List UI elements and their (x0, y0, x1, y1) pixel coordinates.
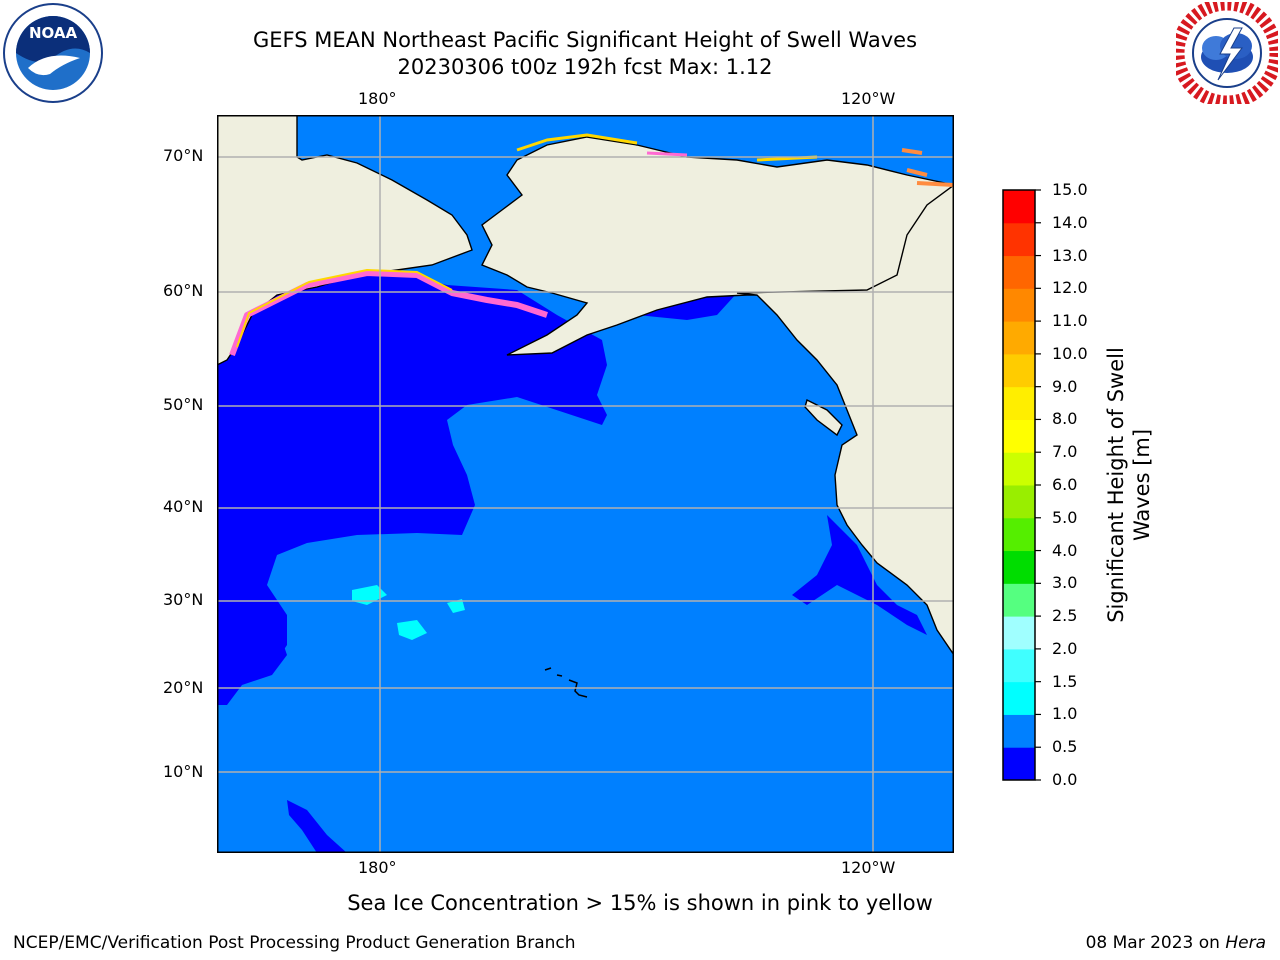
colorbar-tick-label: 0.5 (1052, 737, 1078, 757)
colorbar-tick-label: 7.0 (1052, 442, 1078, 462)
colorbar-segment (1003, 550, 1035, 584)
ocean-low-region (217, 270, 607, 695)
sea-ice-edge (229, 133, 954, 357)
land-vancouver-island (804, 398, 843, 437)
colorbar-segment (1003, 255, 1035, 289)
lat-label-40n: 40°N (163, 497, 204, 516)
colorbar-tick-label: 5.0 (1052, 507, 1078, 527)
lon-label-top-180: 180° (358, 89, 397, 108)
sea-ice-note-text: Sea Ice Concentration > 15% is shown in … (347, 891, 933, 915)
colorbar-tick-label: 10.0 (1052, 343, 1088, 363)
colorbar-tick-label: 14.0 (1052, 212, 1088, 232)
colorbar-segment (1003, 747, 1035, 781)
lat-label-10n: 10°N (163, 762, 204, 781)
ocean-low-south (287, 800, 347, 853)
colorbar-title-line1: Significant Height of Swell (1104, 347, 1128, 623)
colorbar (1002, 189, 1041, 781)
lat-label-60n: 60°N (163, 281, 204, 300)
ocean-cyan-3 (447, 599, 465, 613)
colorbar-tick-label: 0.0 (1052, 770, 1078, 789)
ocean-low-west (217, 585, 287, 705)
lon-label-top-120w: 120°W (841, 89, 896, 108)
colorbar-tick-label: 1.0 (1052, 704, 1078, 724)
nws-logo (1171, 0, 1280, 109)
chart-title: GEFS MEAN Northeast Pacific Significant … (252, 28, 918, 52)
lat-label-70n: 70°N (163, 146, 204, 165)
lat-label-30n: 30°N (163, 590, 204, 609)
colorbar-tick-label: 11.0 (1052, 311, 1088, 331)
chart-subtitle: 20230306 t00z 192h fcst Max: 1.12 (397, 55, 773, 79)
colorbar-tick-label: 12.0 (1052, 278, 1088, 298)
land-canada-coast (736, 184, 954, 657)
colorbar-segment (1003, 288, 1035, 322)
ocean-cyan-1 (352, 585, 387, 605)
sea-ice-note: Sea Ice Concentration > 15% is shown in … (0, 891, 1280, 915)
colorbar-tick-label: 6.0 (1052, 475, 1078, 494)
lon-label-bottom-180: 180° (358, 858, 397, 877)
graticule (217, 115, 954, 853)
footer-host: Hera (1225, 933, 1266, 953)
map-panel (217, 115, 954, 853)
ocean-low-coast (792, 515, 927, 635)
colorbar-title-line2: Waves [m] (1130, 428, 1154, 542)
footer-date-text: 08 Mar 2023 on (1085, 933, 1226, 953)
lat-label-20n: 20°N (163, 678, 204, 697)
colorbar-segment (1003, 222, 1035, 257)
colorbar-tick-label: 2.5 (1052, 606, 1078, 626)
colorbar-segment (1003, 353, 1035, 388)
colorbar-segment (1003, 648, 1035, 683)
colorbar-segment (1003, 485, 1035, 519)
colorbar-segment (1003, 583, 1035, 617)
colorbar-segment (1003, 714, 1035, 748)
footer-date: 08 Mar 2023 on Hera (1086, 933, 1266, 953)
noaa-logo: NOAA (2, 2, 104, 104)
colorbar-tick-label: 9.0 (1052, 376, 1078, 396)
colorbar-tick-label: 2.0 (1052, 638, 1078, 658)
colorbar-tick-label: 8.0 (1052, 409, 1078, 429)
colorbar-tick-label: 1.5 (1052, 671, 1078, 691)
land-alaska (481, 136, 954, 356)
lat-label-50n: 50°N (163, 395, 204, 414)
colorbar-segment (1003, 386, 1035, 420)
footer-credit: NCEP/EMC/Verification Post Processing Pr… (13, 933, 576, 953)
ocean-cyan-2 (397, 620, 427, 640)
colorbar-tick-label: 15.0 (1052, 180, 1088, 199)
colorbar-segment (1003, 517, 1035, 552)
colorbar-segment (1003, 452, 1035, 486)
colorbar-tick-label: 13.0 (1052, 245, 1088, 265)
svg-text:NOAA: NOAA (29, 24, 78, 42)
colorbar-segment (1003, 190, 1035, 224)
colorbar-segment (1003, 616, 1035, 650)
hawaii (544, 667, 588, 698)
colorbar-segment (1003, 419, 1035, 453)
colorbar-tick-label: 4.0 (1052, 540, 1078, 560)
colorbar-title: Significant Height of Swell Waves [m] (1103, 347, 1155, 623)
lon-label-bottom-120w: 120°W (841, 858, 896, 877)
colorbar-tick-label: 3.0 (1052, 573, 1078, 593)
colorbar-segment (1003, 681, 1035, 715)
colorbar-segment (1003, 321, 1035, 355)
